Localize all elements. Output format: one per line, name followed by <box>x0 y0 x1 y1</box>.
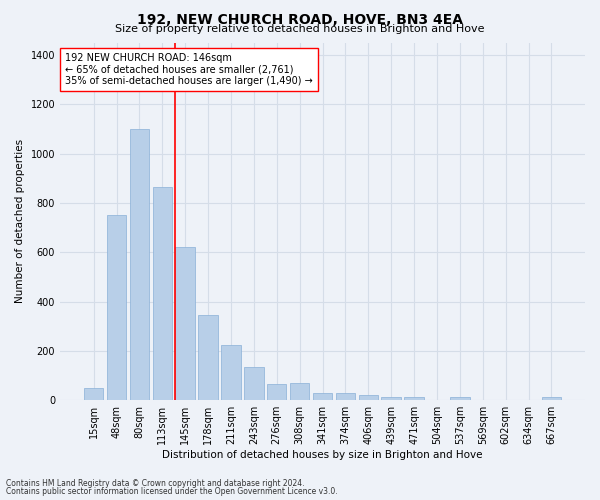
X-axis label: Distribution of detached houses by size in Brighton and Hove: Distribution of detached houses by size … <box>162 450 483 460</box>
Bar <box>542 396 561 400</box>
Text: 192 NEW CHURCH ROAD: 146sqm
← 65% of detached houses are smaller (2,761)
35% of : 192 NEW CHURCH ROAD: 146sqm ← 65% of det… <box>65 53 313 86</box>
Text: Contains public sector information licensed under the Open Government Licence v3: Contains public sector information licen… <box>6 487 338 496</box>
Bar <box>335 393 355 400</box>
Text: Size of property relative to detached houses in Brighton and Hove: Size of property relative to detached ho… <box>115 24 485 34</box>
Text: 192, NEW CHURCH ROAD, HOVE, BN3 4EA: 192, NEW CHURCH ROAD, HOVE, BN3 4EA <box>137 12 463 26</box>
Bar <box>244 367 263 400</box>
Y-axis label: Number of detached properties: Number of detached properties <box>15 140 25 304</box>
Bar <box>450 396 470 400</box>
Bar <box>290 383 310 400</box>
Bar <box>313 393 332 400</box>
Bar <box>152 187 172 400</box>
Bar <box>175 248 195 400</box>
Text: Contains HM Land Registry data © Crown copyright and database right 2024.: Contains HM Land Registry data © Crown c… <box>6 478 305 488</box>
Bar <box>107 215 126 400</box>
Bar <box>404 396 424 400</box>
Bar <box>267 384 286 400</box>
Bar <box>382 396 401 400</box>
Bar <box>84 388 103 400</box>
Bar <box>130 129 149 400</box>
Bar <box>221 344 241 400</box>
Bar <box>359 395 378 400</box>
Bar <box>199 315 218 400</box>
